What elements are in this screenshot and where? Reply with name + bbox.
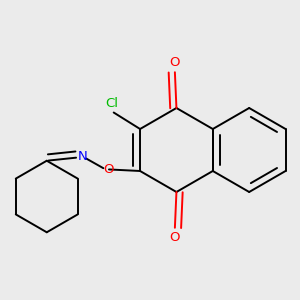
Text: O: O [169,232,180,244]
Text: N: N [78,151,87,164]
Text: O: O [104,163,114,176]
Text: Cl: Cl [106,97,118,110]
Text: O: O [169,56,180,68]
